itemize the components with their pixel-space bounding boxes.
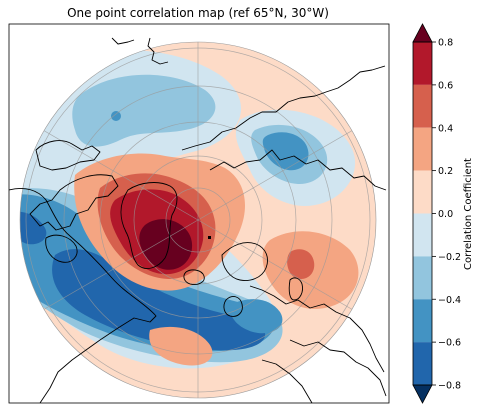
coastline-europe (249, 285, 385, 373)
colorbar-extend-max (412, 23, 433, 43)
colorbar-tick-label-8: −0.8 (438, 381, 461, 392)
coastline-kamchatka (111, 37, 135, 45)
colorbar-tick-label-4: 0.0 (438, 209, 453, 220)
field-max-positive-center (139, 219, 193, 270)
field-positive-south (149, 326, 213, 366)
reference-point-marker (208, 236, 211, 239)
coastline-uk (223, 296, 243, 317)
colorbar-segment-0 (413, 42, 432, 85)
field-moderate-positive-eurasia (287, 249, 315, 280)
coastlines (9, 37, 387, 403)
colorbar-tick-label-1: 0.6 (438, 80, 453, 91)
colorbar-tick-label-5: −0.2 (438, 252, 461, 263)
coastline-arctic-canada (29, 174, 119, 231)
coastline-bering (147, 37, 169, 65)
colorbar-segment-3 (413, 170, 432, 214)
map-frame (8, 23, 390, 404)
field-strong-negative-atlantic (52, 249, 266, 351)
coastline-alaska (35, 140, 101, 171)
field-negative-eurasia (229, 299, 283, 334)
coastline-hudson-bay (45, 234, 78, 263)
colorbar-label: Correlation Coefficient (463, 158, 474, 270)
meridian-240 (20, 219, 199, 398)
coastline-greenland (120, 182, 178, 269)
coastline-east-siberia (181, 65, 386, 151)
colorbar-tick-label-6: −0.4 (438, 295, 461, 306)
colorbar-segment-7 (413, 342, 432, 385)
coastline-caspian (288, 277, 303, 301)
field-negative-north-pacific (72, 74, 216, 147)
colorbar-segment-1 (413, 84, 432, 128)
coastline-scandinavia (221, 242, 268, 281)
coastline-mediterranean (289, 339, 387, 397)
colorbar: 0.8 0.6 0.4 0.2 0.0 −0.2 −0.4 −0.6 −0.8 (412, 23, 461, 404)
colorbar-extend-min (412, 384, 433, 404)
colorbar-segment-4 (413, 213, 432, 257)
colorbar-segment-6 (413, 299, 432, 343)
colorbar-segment-5 (413, 256, 432, 300)
field-strong-negative-siberia (262, 132, 309, 171)
coastline-north-america (9, 188, 157, 403)
chart-title: One point correlation map (ref 65°N, 30°… (67, 6, 329, 20)
colorbar-segment-2 (413, 127, 432, 171)
colorbar-tick-label-3: 0.2 (438, 166, 453, 177)
meridian-120 (197, 219, 376, 398)
coastline-iceland (183, 269, 205, 285)
field-negative-spot (111, 111, 121, 121)
colorbar-tick-label-7: −0.6 (438, 338, 461, 349)
meridian-60 (197, 42, 376, 221)
colorbar-tick-label-2: 0.4 (438, 123, 453, 134)
coastline-siberian-coast (209, 149, 387, 191)
colorbar-tick-label-0: 0.8 (438, 38, 453, 49)
coastline-north-africa (261, 359, 313, 403)
